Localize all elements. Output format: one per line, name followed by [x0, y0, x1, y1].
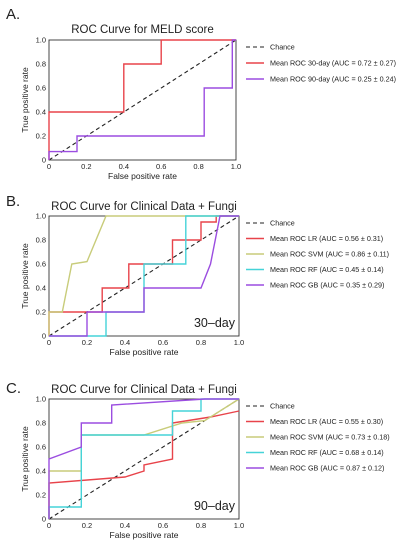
x-tick-label: 0.4: [119, 162, 129, 171]
x-axis-label: False positive rate: [110, 530, 179, 540]
y-tick-label: 0: [42, 156, 46, 165]
legend-label-chance: Chance: [270, 219, 295, 228]
series-line-4: [49, 215, 239, 337]
legend-label-chance: Chance: [270, 402, 295, 411]
x-tick-label: 0.2: [82, 338, 92, 347]
period-annotation: 90–day: [194, 499, 236, 513]
x-tick-label: 0.2: [82, 521, 92, 530]
chart-panel-3: C. ROC Curve for Clinical Data + Fungi 0 0.…: [6, 380, 390, 540]
series-line-2: [48, 39, 236, 160]
x-tick-label: 0.8: [196, 521, 206, 530]
chance-line: [48, 39, 237, 161]
x-axis-label: False positive rate: [110, 347, 179, 357]
legend-label-2: Mean ROC 90-day (AUC = 0.25 ± 0.24): [270, 75, 396, 84]
legend-label-2: Mean ROC SVM (AUC = 0.73 ± 0.18): [270, 433, 390, 442]
chart-title: ROC Curve for Clinical Data + Fungi: [51, 384, 237, 396]
x-tick-label: 0: [47, 338, 51, 347]
x-tick-label: 0.6: [158, 521, 168, 530]
x-tick-label: 0.8: [196, 338, 206, 347]
series-line-1: [48, 39, 236, 160]
x-tick-label: 0.2: [81, 162, 91, 171]
y-tick-label: 0: [42, 332, 46, 341]
period-annotation: 30–day: [194, 316, 236, 330]
chart-title: ROC Curve for MELD score: [71, 24, 214, 36]
y-tick-label: 0.2: [36, 132, 46, 141]
x-tick-label: 0: [47, 521, 51, 530]
chart-panel-2: B. ROC Curve for Clinical Data + Fungi 0 0.…: [6, 193, 389, 357]
panel-letter: A.: [6, 6, 20, 23]
y-tick-label: 0: [42, 515, 46, 524]
x-tick-label: 0.4: [120, 338, 130, 347]
legend-label-1: Mean ROC 30-day (AUC = 0.72 ± 0.27): [270, 59, 396, 68]
legend-label-2: Mean ROC SVM (AUC = 0.86 ± 0.11): [270, 250, 389, 259]
series-line-2: [48, 215, 239, 336]
x-tick-label: 0.6: [158, 338, 168, 347]
legend: Chance Mean ROC LR (AUC = 0.55 ± 0.30) Mea…: [246, 402, 390, 473]
legend-label-3: Mean ROC RF (AUC = 0.45 ± 0.14): [270, 265, 384, 274]
y-tick-label: 0.2: [36, 491, 46, 500]
legend-label-4: Mean ROC GB (AUC = 0.87 ± 0.12): [270, 464, 384, 473]
x-axis-label: False positive rate: [108, 171, 177, 181]
legend-label-1: Mean ROC LR (AUC = 0.56 ± 0.31): [270, 234, 383, 243]
y-tick-label: 0.6: [36, 260, 46, 269]
y-tick-label: 0.4: [36, 284, 46, 293]
x-tick-label: 1.0: [234, 338, 244, 347]
y-tick-label: 0.8: [36, 60, 46, 69]
x-tick-label: 0.4: [120, 521, 130, 530]
y-tick-label: 0.4: [36, 108, 46, 117]
y-tick-label: 1.0: [36, 212, 46, 221]
chart-panel-1: A. ROC Curve for MELD score 0 0.2 0.4 0.6 0.8 1…: [6, 6, 396, 181]
panel-letter: B.: [6, 193, 20, 210]
y-axis-label: True positive rate: [20, 243, 30, 309]
legend: Chance Mean ROC LR (AUC = 0.56 ± 0.31) Mea…: [246, 219, 389, 290]
y-tick-label: 0.4: [36, 467, 46, 476]
y-tick-label: 0.6: [36, 84, 46, 93]
y-tick-label: 1.0: [36, 395, 46, 404]
y-tick-label: 0.8: [36, 236, 46, 245]
chart-title: ROC Curve for Clinical Data + Fungi: [51, 201, 237, 213]
y-tick-label: 0.8: [36, 419, 46, 428]
y-axis-label: True positive rate: [20, 67, 30, 133]
legend-label-3: Mean ROC RF (AUC = 0.68 ± 0.14): [270, 448, 384, 457]
y-tick-label: 1.0: [36, 36, 46, 45]
series-line-4: [48, 398, 239, 519]
legend-label-1: Mean ROC LR (AUC = 0.55 ± 0.30): [270, 417, 383, 426]
series-line-3: [48, 398, 239, 519]
y-tick-label: 0.6: [36, 443, 46, 452]
x-tick-label: 1.0: [231, 162, 241, 171]
legend: Chance Mean ROC 30-day (AUC = 0.72 ± 0.27…: [246, 43, 396, 84]
y-axis-label: True positive rate: [20, 426, 30, 492]
legend-label-4: Mean ROC GB (AUC = 0.35 ± 0.29): [270, 281, 384, 290]
x-tick-label: 0.8: [193, 162, 203, 171]
y-tick-label: 0.2: [36, 308, 46, 317]
series-line-1: [48, 410, 240, 519]
x-tick-label: 0: [47, 162, 51, 171]
x-tick-label: 0.6: [156, 162, 166, 171]
panel-letter: C.: [6, 380, 21, 397]
x-tick-label: 1.0: [234, 521, 244, 530]
legend-label-chance: Chance: [270, 43, 295, 52]
